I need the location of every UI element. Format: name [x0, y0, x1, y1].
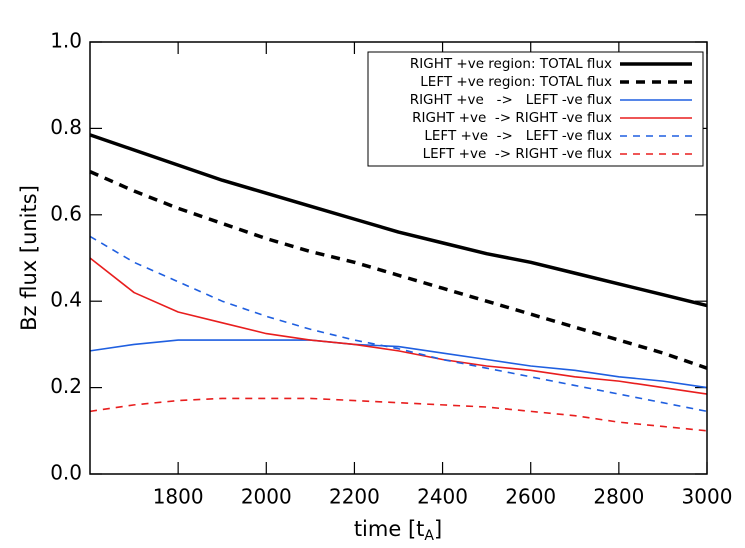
- y-tick-label: 0.2: [50, 374, 82, 398]
- legend-label: LEFT +ve -> LEFT -ve flux: [424, 128, 612, 144]
- x-tick-label: 2400: [417, 485, 468, 509]
- legend-label: RIGHT +ve -> RIGHT -ve flux: [412, 110, 612, 126]
- legend: RIGHT +ve region: TOTAL flux LEFT +ve reg…: [367, 51, 704, 167]
- y-tick-label: 0.6: [50, 201, 82, 225]
- x-tick-label: 2000: [241, 485, 292, 509]
- x-tick-label: 2800: [593, 485, 644, 509]
- series-line: [89, 397, 708, 432]
- y-tick-label: 0.4: [50, 288, 82, 312]
- legend-label: RIGHT +ve -> LEFT -ve flux: [410, 92, 612, 108]
- legend-label: LEFT +ve region: TOTAL flux: [420, 74, 612, 90]
- x-title-text: time [t: [354, 517, 425, 541]
- legend-label: RIGHT +ve region: TOTAL flux: [410, 56, 612, 72]
- x-tick-label: 2600: [505, 485, 556, 509]
- x-title-suffix: ]: [434, 517, 442, 541]
- series-line: [89, 235, 708, 413]
- plot-frame: [89, 41, 708, 475]
- x-tick-label: 1800: [153, 485, 204, 509]
- y-axis-title: Bz flux [units]: [17, 185, 41, 331]
- x-title-subscript: A: [424, 528, 434, 544]
- y-tick-label: 0.8: [50, 115, 82, 139]
- series-line: [89, 257, 708, 395]
- series-line: [89, 133, 708, 308]
- x-axis-title: time [tA]: [354, 517, 442, 544]
- x-tick-label: 2200: [329, 485, 380, 509]
- legend-box: [367, 51, 704, 167]
- series-line: [89, 339, 708, 389]
- series-line: [89, 169, 708, 370]
- y-tick-label: 1.0: [50, 29, 82, 53]
- x-tick-label: 3000: [682, 485, 733, 509]
- y-tick-label: 0.0: [50, 461, 82, 485]
- legend-label: LEFT +ve -> RIGHT -ve flux: [423, 146, 612, 162]
